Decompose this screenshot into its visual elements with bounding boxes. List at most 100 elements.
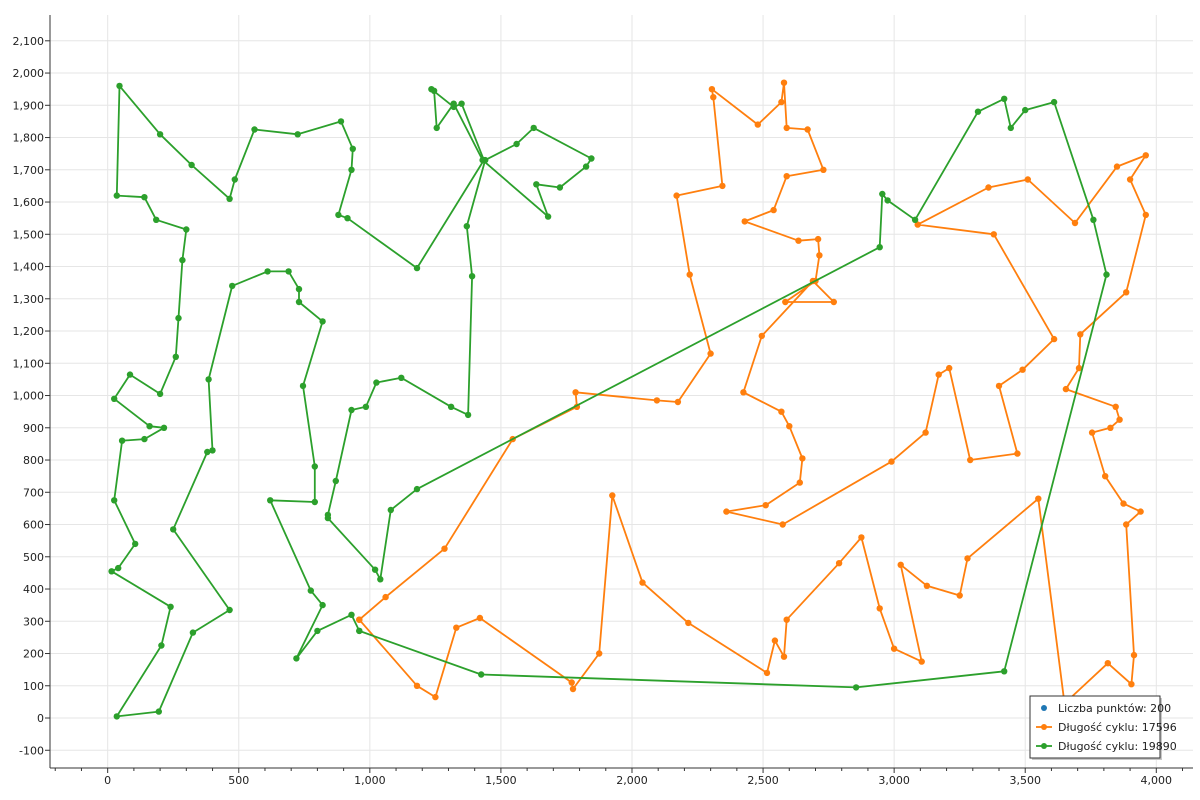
data-point xyxy=(160,424,168,431)
y-tick-label: 1,900 xyxy=(13,99,45,112)
data-point xyxy=(719,182,726,190)
data-point xyxy=(356,627,363,635)
data-point xyxy=(432,693,439,701)
x-tick-label: 3,000 xyxy=(878,774,910,787)
data-point xyxy=(231,176,238,183)
data-point xyxy=(780,653,788,660)
data-point xyxy=(858,534,865,541)
data-point xyxy=(1062,385,1070,393)
data-point xyxy=(544,213,552,220)
legend-label: Długość cyklu: 19890 xyxy=(1058,740,1177,753)
data-point xyxy=(132,540,139,548)
data-point xyxy=(155,708,162,715)
legend-marker-swatch xyxy=(1041,724,1047,730)
data-point xyxy=(888,458,895,465)
data-point xyxy=(653,397,661,404)
data-point xyxy=(1142,211,1150,219)
y-tick-label: 2,100 xyxy=(13,35,45,48)
data-point xyxy=(990,231,997,238)
data-point xyxy=(172,353,179,360)
y-tick-label: 0 xyxy=(37,712,44,725)
y-tick-label: 1,000 xyxy=(13,390,45,403)
data-point xyxy=(1113,163,1121,170)
data-point xyxy=(108,568,115,575)
data-point xyxy=(770,206,777,214)
data-point xyxy=(1137,508,1144,515)
data-point xyxy=(170,526,177,533)
data-point xyxy=(111,395,118,402)
data-point xyxy=(324,511,332,519)
data-point xyxy=(348,166,355,173)
data-point xyxy=(373,379,380,386)
data-point xyxy=(1142,152,1150,159)
data-point xyxy=(476,614,484,622)
data-point xyxy=(1001,95,1008,103)
data-point xyxy=(413,682,421,689)
data-point xyxy=(349,145,356,152)
data-point xyxy=(533,181,540,188)
data-point xyxy=(1007,124,1014,132)
data-point xyxy=(569,685,577,693)
data-point xyxy=(830,298,837,306)
data-point xyxy=(116,82,123,90)
data-point xyxy=(348,611,355,618)
data-point xyxy=(956,592,963,599)
data-point xyxy=(113,713,121,720)
data-point xyxy=(835,560,843,567)
data-point xyxy=(1071,219,1079,227)
data-point xyxy=(153,216,160,223)
data-point xyxy=(783,124,790,132)
y-tick-label: 300 xyxy=(23,615,44,628)
data-point xyxy=(387,506,394,514)
data-point xyxy=(377,576,384,583)
data-point xyxy=(1102,473,1109,480)
data-point xyxy=(1128,681,1135,688)
legend: Liczba punktów: 200 Długość cyklu: 17596 D… xyxy=(1029,695,1177,760)
data-point xyxy=(229,282,236,290)
data-point xyxy=(205,376,212,383)
data-point xyxy=(609,492,616,499)
data-point xyxy=(1050,335,1058,343)
data-point xyxy=(295,298,303,306)
data-point xyxy=(741,218,748,225)
data-point xyxy=(876,605,883,612)
data-point xyxy=(754,121,761,128)
data-point xyxy=(141,435,148,443)
data-point xyxy=(685,619,692,627)
data-point xyxy=(783,173,790,180)
y-tick-label: 1,400 xyxy=(13,261,45,274)
data-point xyxy=(918,658,925,665)
x-tick-label: 500 xyxy=(228,774,249,787)
data-point xyxy=(884,197,891,204)
x-tick-label: 2,500 xyxy=(747,774,779,787)
data-point xyxy=(209,447,216,454)
data-point xyxy=(974,108,982,115)
y-tick-label: 1,500 xyxy=(13,228,45,241)
data-point xyxy=(674,398,682,406)
data-point xyxy=(1123,289,1130,296)
data-point xyxy=(1077,331,1084,338)
data-point xyxy=(710,94,717,101)
data-point xyxy=(707,350,714,357)
data-point xyxy=(267,497,274,504)
data-point xyxy=(307,587,314,594)
series-1 xyxy=(356,79,1150,707)
data-point xyxy=(530,124,537,132)
data-point xyxy=(464,411,472,419)
data-point xyxy=(294,131,301,138)
x-tick-label: 1,500 xyxy=(485,774,517,787)
y-tick-label: 600 xyxy=(23,519,44,532)
data-point xyxy=(1116,416,1123,423)
legend-marker-swatch xyxy=(1041,743,1047,749)
data-point xyxy=(348,406,355,414)
data-point xyxy=(441,545,448,552)
series-2 xyxy=(108,82,1110,720)
data-point xyxy=(118,437,126,444)
data-point xyxy=(879,190,886,198)
data-point xyxy=(778,98,785,106)
data-point xyxy=(780,79,788,86)
data-point xyxy=(1001,668,1008,675)
data-point xyxy=(922,429,929,436)
data-point xyxy=(639,579,646,586)
x-tick-label: 4,000 xyxy=(1141,774,1173,787)
